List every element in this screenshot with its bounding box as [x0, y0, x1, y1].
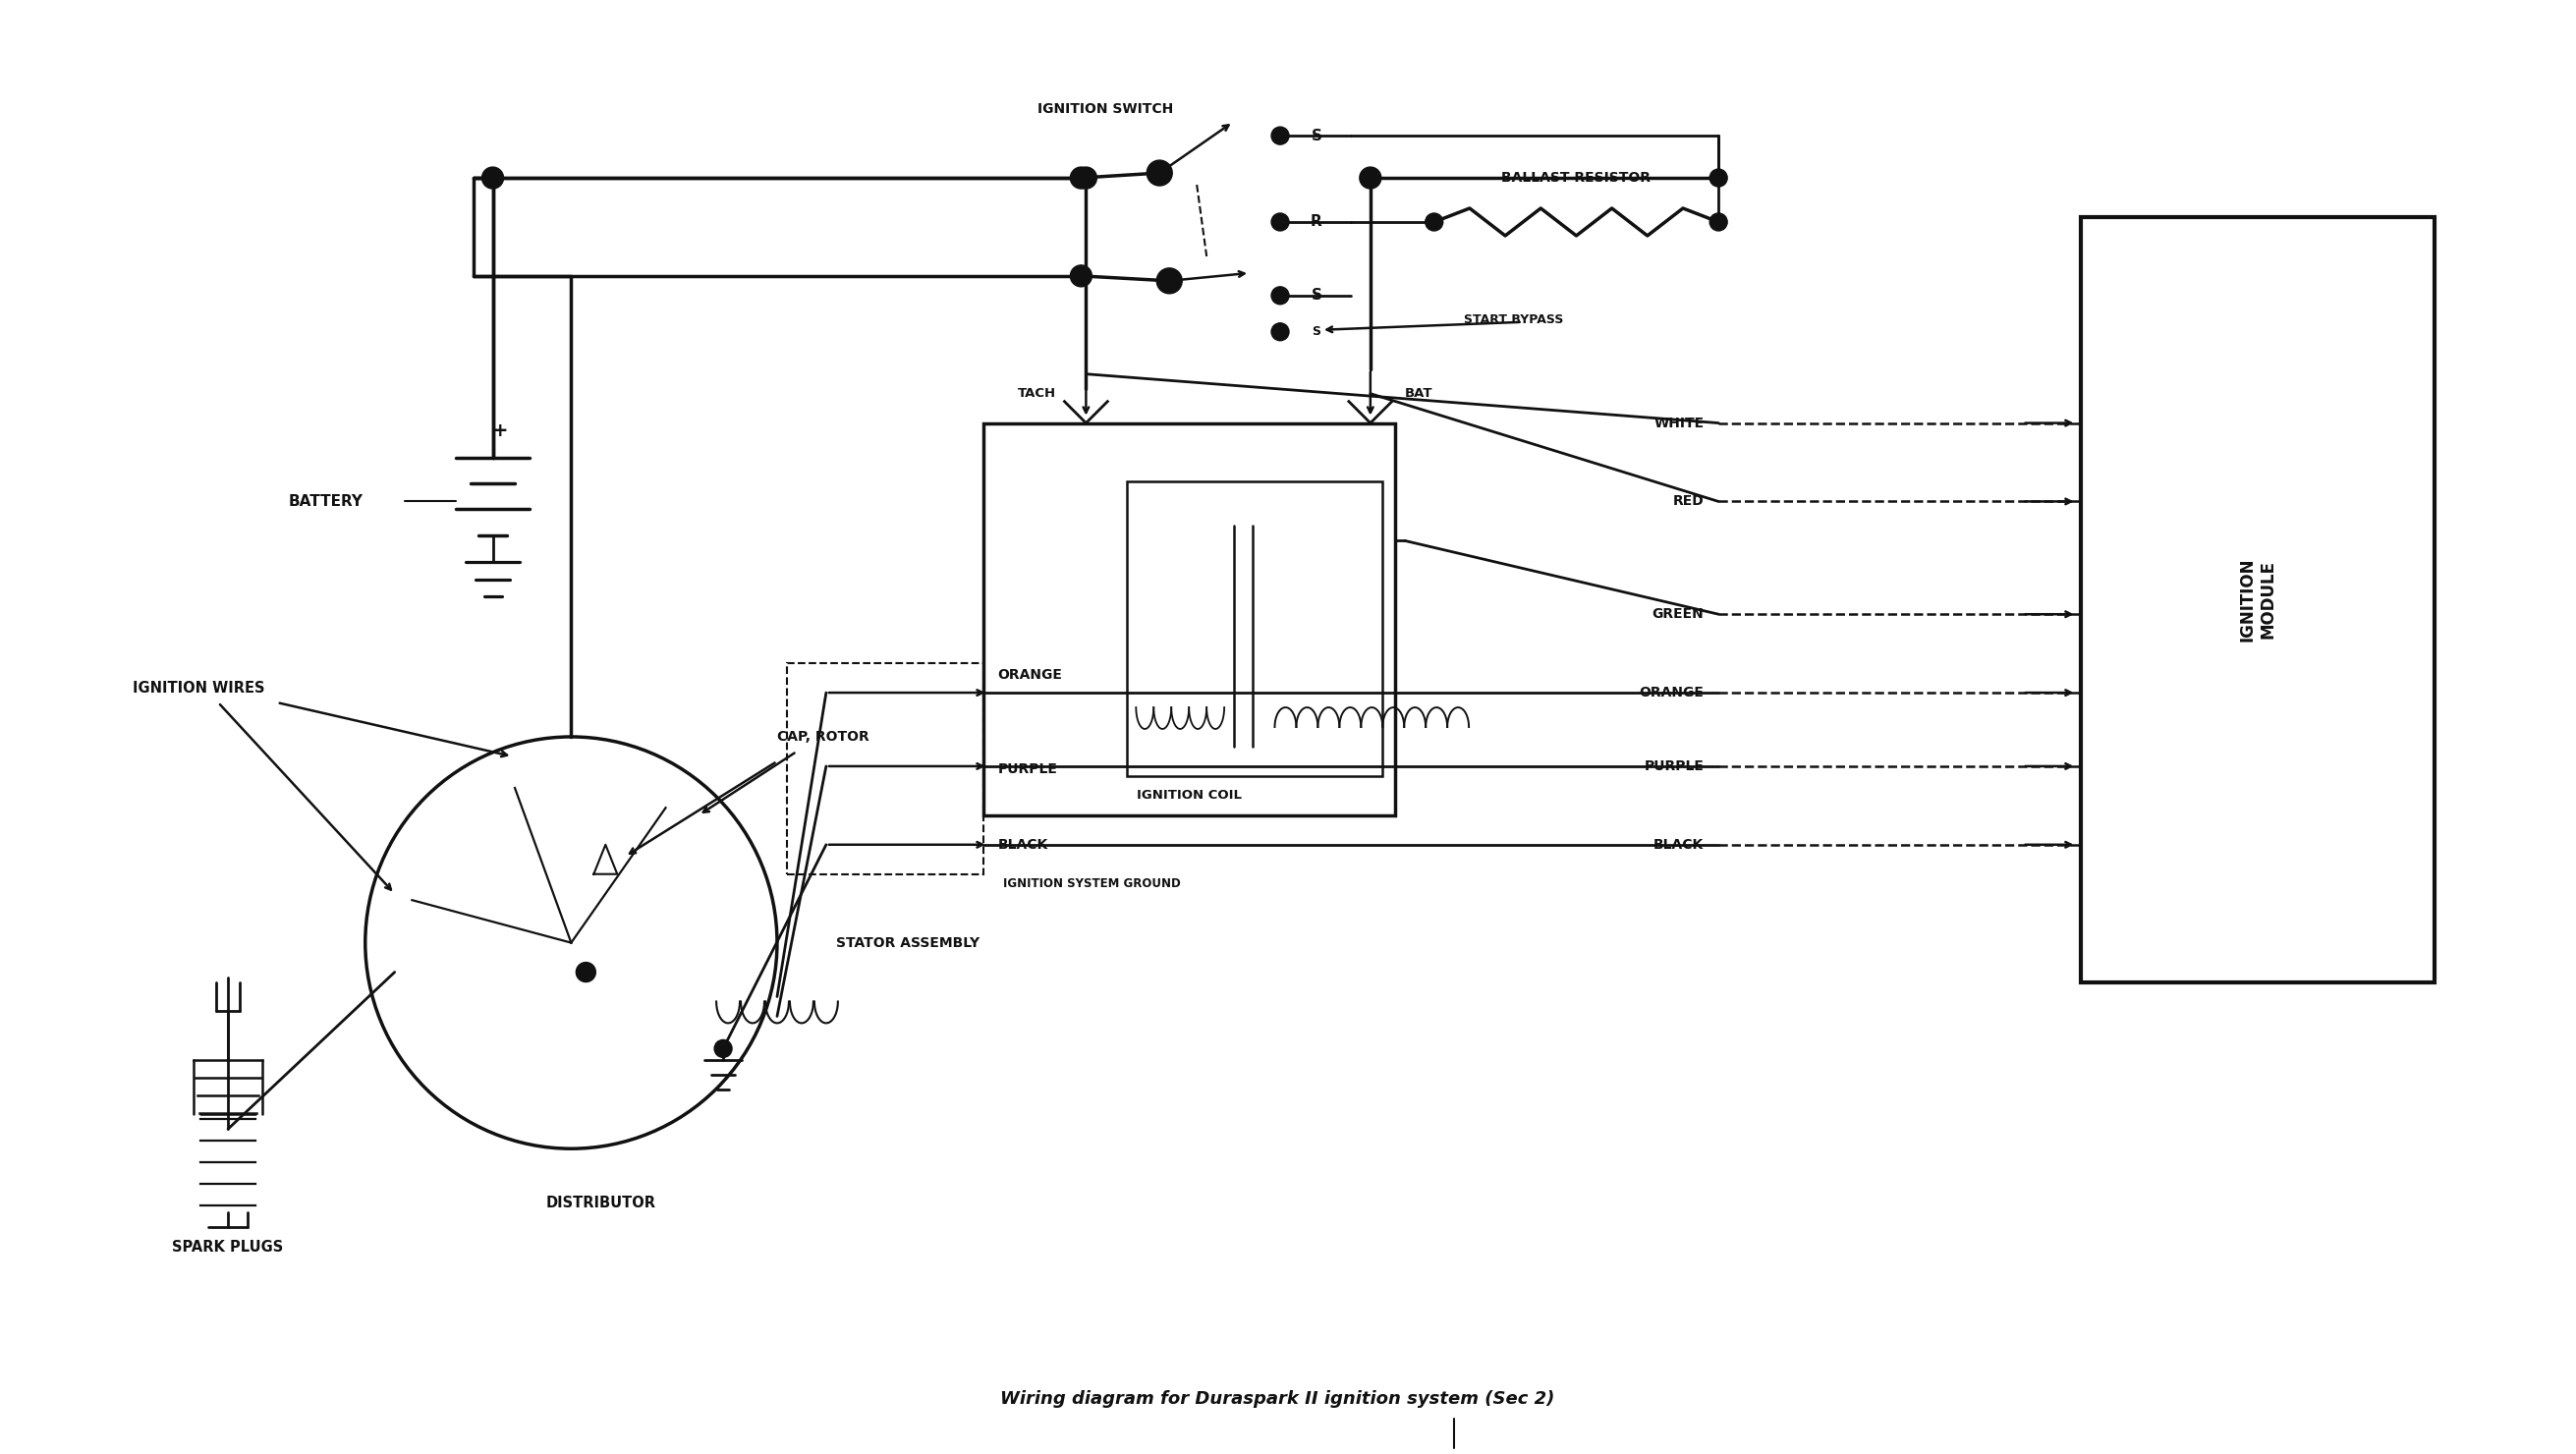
- Bar: [786, 663, 984, 874]
- Text: S: S: [1311, 288, 1321, 302]
- Text: IGNITION SWITCH: IGNITION SWITCH: [1038, 102, 1175, 116]
- Circle shape: [1146, 160, 1172, 186]
- Circle shape: [1074, 167, 1097, 189]
- Text: BALLAST RESISTOR: BALLAST RESISTOR: [1502, 172, 1651, 185]
- Circle shape: [1157, 268, 1182, 294]
- Circle shape: [482, 167, 502, 189]
- Text: WHITE: WHITE: [1654, 416, 1703, 430]
- Text: BLACK: BLACK: [997, 838, 1048, 852]
- Text: PURPLE: PURPLE: [1643, 759, 1703, 774]
- Text: BAT: BAT: [1404, 387, 1432, 400]
- Text: TACH: TACH: [1018, 387, 1056, 400]
- Circle shape: [714, 1040, 732, 1057]
- Text: IGNITION
MODULE: IGNITION MODULE: [2239, 557, 2277, 641]
- Text: ORANGE: ORANGE: [1638, 686, 1703, 699]
- Text: DISTRIBUTOR: DISTRIBUTOR: [546, 1195, 657, 1210]
- Circle shape: [1069, 167, 1092, 189]
- Text: GREEN: GREEN: [1651, 608, 1703, 621]
- Text: RED: RED: [1672, 494, 1703, 509]
- Text: SPARK PLUGS: SPARK PLUGS: [173, 1239, 283, 1255]
- Bar: [1128, 481, 1383, 776]
- Circle shape: [1710, 169, 1728, 186]
- Circle shape: [1273, 214, 1288, 231]
- Text: BATTERY: BATTERY: [289, 494, 363, 509]
- Text: PURPLE: PURPLE: [997, 762, 1059, 776]
- Text: IGNITION SYSTEM GROUND: IGNITION SYSTEM GROUND: [1002, 878, 1180, 890]
- Bar: [2081, 217, 2434, 981]
- Bar: [984, 423, 1394, 816]
- Text: ORANGE: ORANGE: [997, 669, 1061, 682]
- Circle shape: [1360, 167, 1381, 189]
- Text: CAP, ROTOR: CAP, ROTOR: [778, 730, 868, 743]
- Text: R: R: [1311, 215, 1321, 230]
- Text: IGNITION COIL: IGNITION COIL: [1136, 790, 1242, 803]
- Text: S: S: [1311, 326, 1321, 339]
- Text: S: S: [1311, 128, 1321, 142]
- Circle shape: [1273, 126, 1288, 144]
- Text: BLACK: BLACK: [1654, 838, 1703, 852]
- Text: STATOR ASSEMBLY: STATOR ASSEMBLY: [837, 936, 979, 949]
- Text: +: +: [492, 422, 507, 441]
- Circle shape: [1069, 265, 1092, 286]
- Circle shape: [577, 963, 595, 981]
- Text: Wiring diagram for Duraspark II ignition system (Sec 2): Wiring diagram for Duraspark II ignition…: [999, 1390, 1553, 1407]
- Circle shape: [1710, 214, 1728, 231]
- Circle shape: [1425, 214, 1443, 231]
- Text: START BYPASS: START BYPASS: [1463, 314, 1564, 327]
- Circle shape: [1273, 323, 1288, 340]
- Text: IGNITION WIRES: IGNITION WIRES: [131, 680, 265, 695]
- Circle shape: [1273, 286, 1288, 304]
